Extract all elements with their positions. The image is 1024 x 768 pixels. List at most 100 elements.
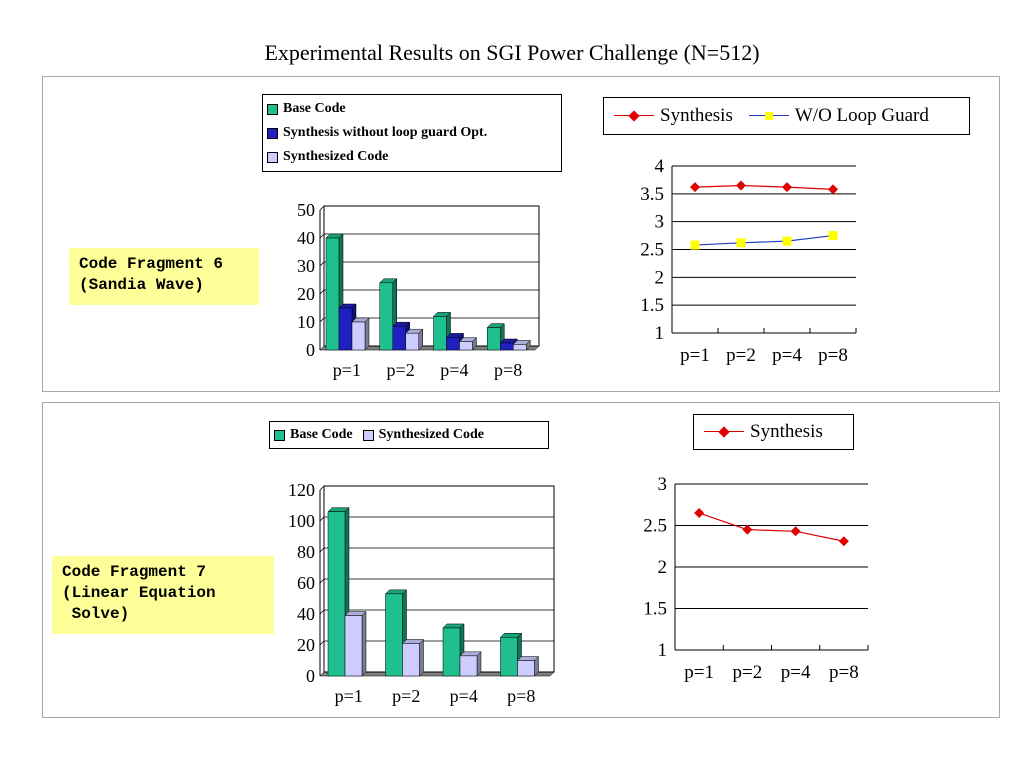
- bar: [405, 332, 419, 351]
- wo-loop-guard-swatch: [748, 108, 789, 124]
- x-tick-label: p=2: [387, 360, 415, 380]
- bar: [459, 655, 478, 677]
- legend-item-synthesized-code: Synthesized Code: [267, 145, 557, 169]
- data-point: [690, 240, 700, 250]
- y-tick-label: 2.5: [640, 240, 664, 261]
- base-code-swatch: [267, 103, 278, 115]
- bar: [325, 237, 340, 351]
- y-tick-label: 20: [297, 635, 315, 655]
- legend-label: Synthesized Code: [283, 149, 389, 164]
- gridline: [319, 547, 554, 553]
- legend-item-base-code: Base Code: [274, 427, 353, 443]
- base-code-swatch: [274, 429, 285, 441]
- legend-label: Synthesis: [660, 105, 733, 126]
- bar: [351, 321, 366, 351]
- fragment-7-label: Code Fragment 7 (Linear Equation Solve): [52, 556, 274, 634]
- bar: [459, 341, 473, 351]
- y-tick-label: 120: [288, 480, 315, 500]
- legend-item-synthesis: Synthesis: [704, 421, 823, 443]
- y-tick-label: 1.5: [643, 599, 667, 620]
- bar: [327, 511, 346, 677]
- x-tick-label: p=4: [772, 345, 802, 366]
- gridline: [319, 233, 539, 239]
- x-tick-label: p=4: [781, 662, 811, 683]
- legend-label: Synthesis without loop guard Opt.: [283, 125, 488, 140]
- bar: [402, 643, 420, 677]
- y-tick-label: 100: [288, 511, 315, 531]
- legend-item-wo-loop-guard: W/O Loop Guard: [748, 105, 929, 127]
- data-point: [838, 536, 849, 547]
- bar: [442, 627, 461, 677]
- y-tick-label: 1: [658, 640, 668, 661]
- y-tick-label: 0: [306, 666, 315, 686]
- y-tick-label: 2: [658, 557, 668, 578]
- bar: [433, 316, 447, 351]
- legend-item-synthesis: Synthesis: [614, 105, 733, 127]
- y-tick-label: 3.5: [640, 184, 664, 205]
- bar: [487, 327, 501, 351]
- legend-label: Synthesis: [750, 421, 823, 442]
- line-legend-fragment-6: Synthesis W/O Loop Guard: [603, 97, 970, 135]
- legend-label: Base Code: [290, 427, 353, 442]
- y-tick-label: 30: [297, 256, 315, 276]
- synthesis-no-guard-swatch: [267, 127, 278, 139]
- x-tick-label: p=8: [818, 345, 848, 366]
- gridline: [319, 578, 554, 584]
- gridline: [319, 640, 554, 646]
- legend-label: Synthesized Code: [378, 427, 485, 442]
- bar: [344, 615, 363, 677]
- synthesis-swatch: [614, 108, 654, 124]
- legend-label: Base Code: [283, 101, 346, 116]
- data-point: [828, 231, 838, 241]
- gridline: [319, 317, 539, 323]
- y-tick-label: 80: [297, 542, 315, 562]
- x-tick-label: p=2: [733, 662, 763, 683]
- legend-item-base-code: Base Code: [267, 97, 557, 121]
- series-line: [694, 234, 834, 246]
- gridline: [319, 289, 539, 295]
- gridline: [319, 261, 539, 267]
- data-point: [736, 238, 746, 248]
- series-line: [694, 184, 834, 190]
- data-point: [790, 526, 801, 537]
- bar-legend-fragment-6: Base Code Synthesis without loop guard O…: [262, 94, 562, 172]
- data-point: [782, 236, 792, 246]
- legend-item-synthesized-code: Synthesized Code: [362, 427, 485, 443]
- legend-item-synthesis-no-guard: Synthesis without loop guard Opt.: [267, 121, 557, 145]
- data-point: [782, 182, 792, 193]
- x-tick-label: p=4: [440, 360, 468, 380]
- x-tick-label: p=2: [726, 345, 756, 366]
- y-tick-label: 2.5: [643, 516, 667, 537]
- y-tick-label: 1: [655, 323, 665, 344]
- slide-title: Experimental Results on SGI Power Challe…: [264, 40, 760, 65]
- gridline: [319, 516, 554, 522]
- x-tick-label: p=2: [392, 686, 420, 706]
- y-tick-label: 50: [297, 200, 315, 220]
- gridline: [319, 609, 554, 615]
- legend-label: W/O Loop Guard: [794, 105, 929, 126]
- x-tick-label: p=8: [829, 662, 859, 683]
- y-tick-label: 40: [297, 604, 315, 624]
- x-tick-label: p=1: [684, 662, 714, 683]
- data-point: [736, 180, 746, 191]
- bar: [500, 637, 518, 677]
- x-tick-label: p=1: [335, 686, 363, 706]
- gridline: [319, 205, 539, 211]
- gridline: [319, 485, 554, 491]
- data-point: [690, 182, 700, 193]
- y-tick-label: 40: [297, 228, 315, 248]
- series-line: [698, 512, 844, 542]
- y-tick-label: 20: [297, 284, 315, 304]
- data-point: [694, 508, 705, 519]
- bar-legend-fragment-7: Base Code Synthesized Code: [269, 421, 549, 449]
- bar: [385, 593, 403, 677]
- synthesis-swatch: [704, 424, 744, 440]
- bar: [379, 282, 393, 351]
- x-tick-label: p=1: [680, 345, 710, 366]
- y-tick-label: 3: [658, 474, 668, 495]
- y-tick-label: 1.5: [640, 295, 664, 316]
- fragment-6-label: Code Fragment 6 (Sandia Wave): [69, 248, 259, 305]
